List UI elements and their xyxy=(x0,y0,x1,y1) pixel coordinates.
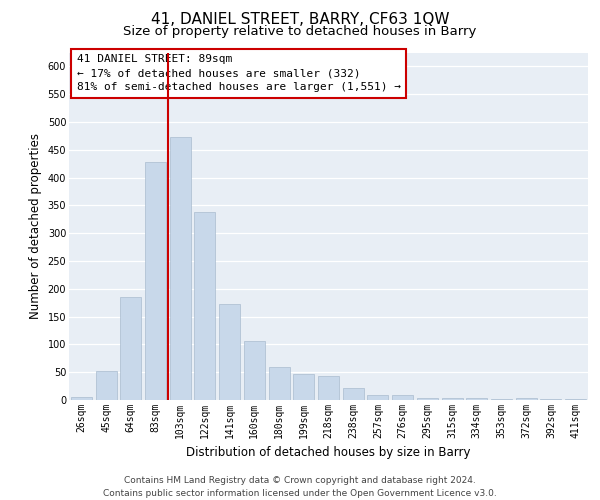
Bar xyxy=(516,398,537,400)
Bar xyxy=(145,162,166,400)
Bar xyxy=(120,297,141,400)
Bar xyxy=(219,304,240,400)
Bar xyxy=(466,398,487,400)
X-axis label: Distribution of detached houses by size in Barry: Distribution of detached houses by size … xyxy=(186,446,471,460)
Bar xyxy=(541,399,562,400)
Text: Contains HM Land Registry data © Crown copyright and database right 2024.
Contai: Contains HM Land Registry data © Crown c… xyxy=(103,476,497,498)
Bar xyxy=(417,398,438,400)
Bar xyxy=(269,366,290,400)
Bar xyxy=(565,399,586,400)
Text: Size of property relative to detached houses in Barry: Size of property relative to detached ho… xyxy=(124,25,476,38)
Text: 41, DANIEL STREET, BARRY, CF63 1QW: 41, DANIEL STREET, BARRY, CF63 1QW xyxy=(151,12,449,28)
Bar xyxy=(170,137,191,400)
Y-axis label: Number of detached properties: Number of detached properties xyxy=(29,133,42,320)
Text: 41 DANIEL STREET: 89sqm
← 17% of detached houses are smaller (332)
81% of semi-d: 41 DANIEL STREET: 89sqm ← 17% of detache… xyxy=(77,54,401,92)
Bar xyxy=(392,395,413,400)
Bar xyxy=(293,374,314,400)
Bar xyxy=(343,388,364,400)
Bar xyxy=(367,395,388,400)
Bar xyxy=(442,398,463,400)
Bar xyxy=(491,399,512,400)
Bar xyxy=(71,397,92,400)
Bar xyxy=(194,212,215,400)
Bar xyxy=(95,371,116,400)
Bar xyxy=(318,376,339,400)
Bar xyxy=(244,340,265,400)
